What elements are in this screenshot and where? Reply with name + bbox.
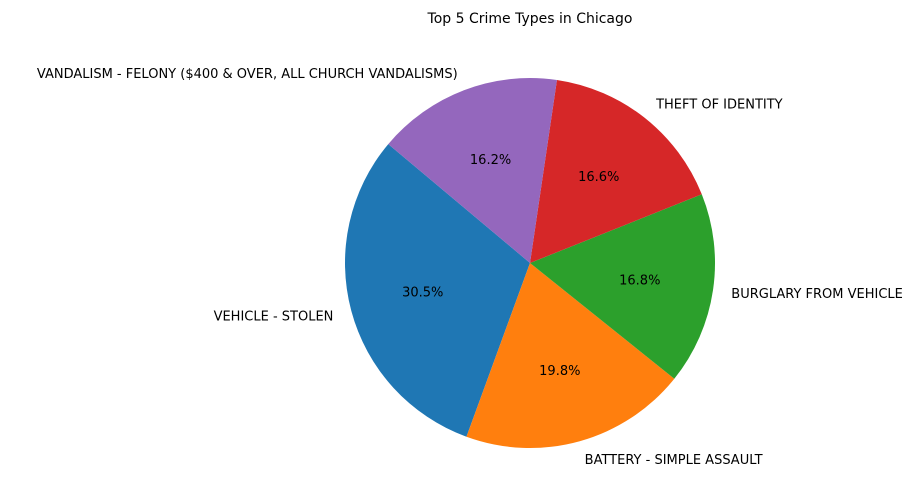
- slice-category-label: BATTERY - SIMPLE ASSAULT: [585, 453, 763, 468]
- pie-slice: [530, 194, 715, 379]
- slice-percent-label: 16.2%: [470, 153, 511, 168]
- slice-category-label: VANDALISM - FELONY ($400 & OVER, ALL CHU…: [37, 67, 458, 82]
- chart-title: Top 5 Crime Types in Chicago: [427, 11, 633, 27]
- pie-slice: [388, 78, 557, 263]
- slice-category-label: BURGLARY FROM VEHICLE: [731, 287, 903, 302]
- slice-percent-label: 16.8%: [619, 273, 660, 288]
- slice-category-label: VEHICLE - STOLEN: [214, 310, 334, 325]
- slice-percent-label: 16.6%: [578, 170, 619, 185]
- slice-percent-label: 19.8%: [539, 364, 580, 379]
- pie-slice: [530, 79, 702, 264]
- pie-slice: [466, 263, 675, 448]
- slice-percent-label: 30.5%: [402, 286, 443, 301]
- slice-category-label: THEFT OF IDENTITY: [655, 97, 783, 112]
- pie-labels: 30.5% VEHICLE - STOLEN 19.8% BATTERY - SIMP…: [37, 67, 903, 468]
- pie-slice: [345, 144, 530, 437]
- pie-slices: [345, 78, 715, 448]
